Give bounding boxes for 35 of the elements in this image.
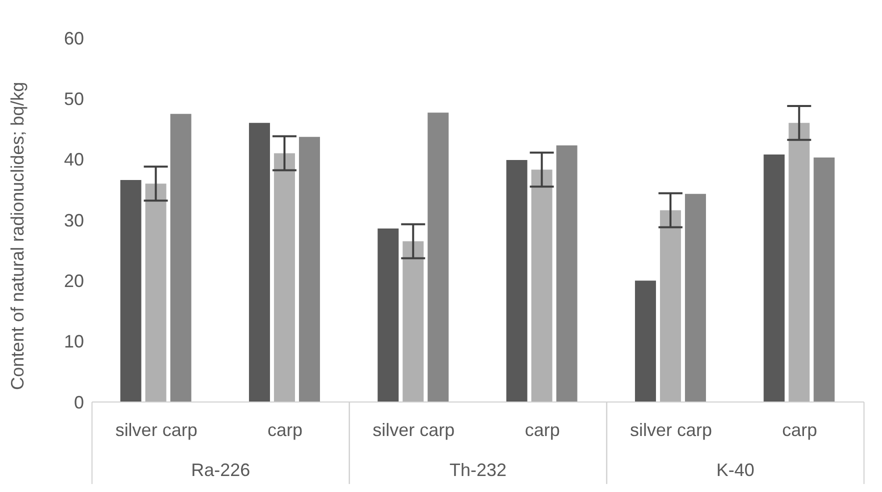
- y-tick-label: 20: [64, 271, 84, 292]
- y-axis-title: Content of natural radionuclides; bq/kg: [7, 82, 28, 390]
- bar: [120, 180, 142, 402]
- bar: [814, 158, 835, 402]
- bar: [170, 114, 192, 402]
- y-tick-label: 30: [64, 210, 84, 230]
- y-tick-label: 60: [64, 28, 84, 48]
- bar: [660, 210, 681, 402]
- bar: [788, 122, 810, 402]
- bar: [145, 184, 166, 402]
- bar: [378, 228, 399, 402]
- x-tick-label: carp: [267, 420, 303, 440]
- text: Th-232: [449, 460, 507, 480]
- bar: [684, 194, 706, 402]
- x-tick-label: silver carp: [630, 420, 712, 440]
- y-tick-label: 40: [64, 150, 84, 170]
- bar: [506, 160, 528, 402]
- x-tick-label: silver carp: [115, 420, 198, 440]
- x-tick-label: carp: [782, 420, 818, 440]
- bar: [428, 112, 449, 402]
- bar: [248, 122, 270, 402]
- x-tick-label: carp: [524, 420, 560, 440]
- x-tick-label: silver carp: [372, 420, 455, 440]
- bar: [298, 136, 320, 402]
- text: Ra-226: [191, 460, 250, 480]
- text: K-40: [716, 460, 754, 480]
- y-tick-label: 10: [64, 332, 84, 352]
- y-tick-label: 0: [74, 392, 84, 412]
- y-tick-label: 50: [64, 89, 84, 110]
- bar: [402, 241, 424, 402]
- bar: [531, 170, 552, 402]
- bar: [274, 153, 295, 402]
- bar: [556, 145, 578, 402]
- bar: [634, 280, 656, 402]
- bar: [764, 154, 785, 402]
